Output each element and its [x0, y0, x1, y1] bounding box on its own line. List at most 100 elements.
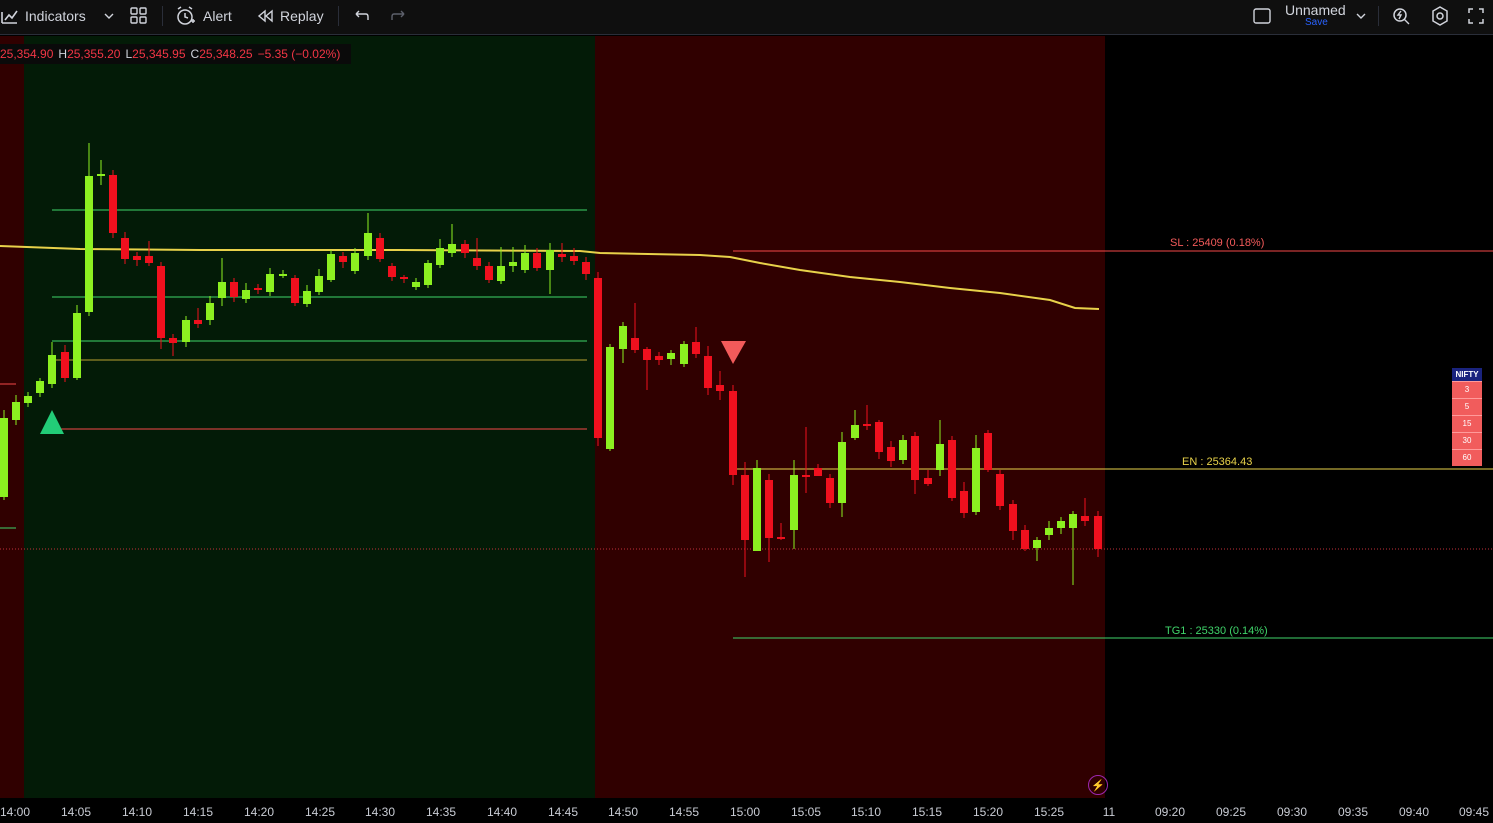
bearish-candle[interactable] — [996, 470, 1004, 510]
settings-button[interactable] — [1430, 0, 1450, 31]
timeframe-3[interactable]: 3 — [1452, 381, 1482, 398]
bearish-candle[interactable] — [729, 385, 737, 485]
bullish-candle[interactable] — [73, 305, 81, 380]
lightning-icon[interactable]: ⚡ — [1088, 775, 1108, 795]
bearish-candle[interactable] — [911, 432, 919, 494]
bearish-candle[interactable] — [582, 257, 590, 280]
bearish-candle[interactable] — [145, 241, 153, 266]
bearish-candle[interactable] — [1021, 525, 1029, 551]
bearish-candle[interactable] — [473, 238, 481, 270]
bearish-candle[interactable] — [388, 263, 396, 281]
bearish-candle[interactable] — [643, 347, 651, 390]
bullish-candle[interactable] — [279, 270, 287, 278]
bearish-candle[interactable] — [485, 262, 493, 283]
bullish-candle[interactable] — [97, 160, 105, 185]
bullish-candle[interactable] — [680, 341, 688, 367]
bearish-candle[interactable] — [339, 252, 347, 268]
bearish-candle[interactable] — [376, 233, 384, 262]
bearish-candle[interactable] — [1081, 498, 1089, 526]
bullish-candle[interactable] — [667, 350, 675, 365]
bullish-candle[interactable] — [509, 247, 517, 272]
timeframe-15[interactable]: 15 — [1452, 415, 1482, 432]
bullish-candle[interactable] — [424, 260, 432, 288]
bearish-candle[interactable] — [777, 523, 785, 540]
bullish-candle[interactable] — [1057, 517, 1065, 534]
bullish-candle[interactable] — [364, 213, 372, 260]
bullish-candle[interactable] — [36, 378, 44, 397]
bearish-candle[interactable] — [461, 240, 469, 258]
indicators-button[interactable]: Indicators — [0, 0, 114, 31]
bullish-candle[interactable] — [436, 239, 444, 268]
bearish-candle[interactable] — [960, 482, 968, 518]
bearish-candle[interactable] — [655, 352, 663, 365]
bullish-candle[interactable] — [0, 410, 8, 500]
layout-name[interactable]: Unnamed — [1285, 1, 1346, 18]
bearish-candle[interactable] — [948, 436, 956, 501]
bullish-candle[interactable] — [1069, 511, 1077, 585]
bearish-candle[interactable] — [1009, 500, 1017, 540]
bearish-candle[interactable] — [533, 248, 541, 271]
bullish-candle[interactable] — [218, 258, 226, 306]
bullish-candle[interactable] — [12, 395, 20, 425]
bullish-candle[interactable] — [242, 283, 250, 303]
bullish-candle[interactable] — [790, 460, 798, 549]
bullish-candle[interactable] — [1033, 537, 1041, 561]
bearish-candle[interactable] — [741, 462, 749, 577]
bullish-candle[interactable] — [851, 410, 859, 440]
bullish-candle[interactable] — [266, 268, 274, 296]
bearish-candle[interactable] — [704, 346, 712, 395]
timeframe-5[interactable]: 5 — [1452, 398, 1482, 415]
bullish-candle[interactable] — [448, 224, 456, 257]
undo-button[interactable] — [352, 0, 370, 31]
bearish-candle[interactable] — [875, 420, 883, 459]
bearish-candle[interactable] — [291, 275, 299, 306]
bullish-candle[interactable] — [327, 250, 335, 282]
bearish-candle[interactable] — [194, 308, 202, 328]
bearish-candle[interactable] — [157, 262, 165, 349]
bullish-candle[interactable] — [1045, 521, 1053, 540]
bullish-candle[interactable] — [412, 278, 420, 290]
quick-search-button[interactable] — [1391, 0, 1411, 31]
bearish-candle[interactable] — [814, 464, 822, 476]
bearish-candle[interactable] — [169, 334, 177, 356]
bullish-candle[interactable] — [182, 316, 190, 347]
bullish-candle[interactable] — [899, 435, 907, 464]
bullish-candle[interactable] — [606, 344, 614, 451]
bearish-candle[interactable] — [887, 441, 895, 467]
bullish-candle[interactable] — [24, 392, 32, 407]
bearish-candle[interactable] — [61, 345, 69, 382]
bullish-candle[interactable] — [351, 248, 359, 274]
layout-grid-button[interactable] — [129, 0, 149, 31]
layout-menu-button[interactable] — [1356, 0, 1366, 31]
save-link[interactable]: Save — [1305, 17, 1328, 28]
bearish-candle[interactable] — [109, 170, 117, 238]
bullish-candle[interactable] — [48, 342, 56, 388]
bearish-candle[interactable] — [400, 275, 408, 283]
timeframe-30[interactable]: 30 — [1452, 432, 1482, 449]
bullish-candle[interactable] — [206, 296, 214, 325]
bullish-candle[interactable] — [838, 432, 846, 517]
bearish-candle[interactable] — [254, 284, 262, 294]
bullish-candle[interactable] — [315, 269, 323, 295]
select-layout-checkbox[interactable] — [1252, 0, 1272, 31]
bullish-candle[interactable] — [497, 247, 505, 284]
bearish-candle[interactable] — [765, 474, 773, 562]
bearish-candle[interactable] — [924, 470, 932, 486]
bearish-candle[interactable] — [121, 232, 129, 264]
bullish-candle[interactable] — [753, 460, 761, 551]
bullish-candle[interactable] — [936, 420, 944, 476]
alert-button[interactable]: Alert — [175, 0, 232, 31]
replay-button[interactable]: Replay — [256, 0, 324, 31]
bearish-candle[interactable] — [631, 303, 639, 353]
bearish-candle[interactable] — [133, 252, 141, 266]
bearish-candle[interactable] — [558, 243, 566, 262]
timeframe-60[interactable]: 60 — [1452, 449, 1482, 466]
bearish-candle[interactable] — [230, 278, 238, 302]
bullish-candle[interactable] — [85, 143, 93, 316]
bullish-candle[interactable] — [972, 435, 980, 515]
bearish-candle[interactable] — [826, 474, 834, 508]
bullish-candle[interactable] — [546, 243, 554, 294]
bearish-candle[interactable] — [716, 371, 724, 400]
time-axis[interactable]: 14:00 14:05 14:10 14:15 14:20 14:25 14:30 14:35… — [0, 798, 1493, 823]
bearish-candle[interactable] — [802, 427, 810, 493]
